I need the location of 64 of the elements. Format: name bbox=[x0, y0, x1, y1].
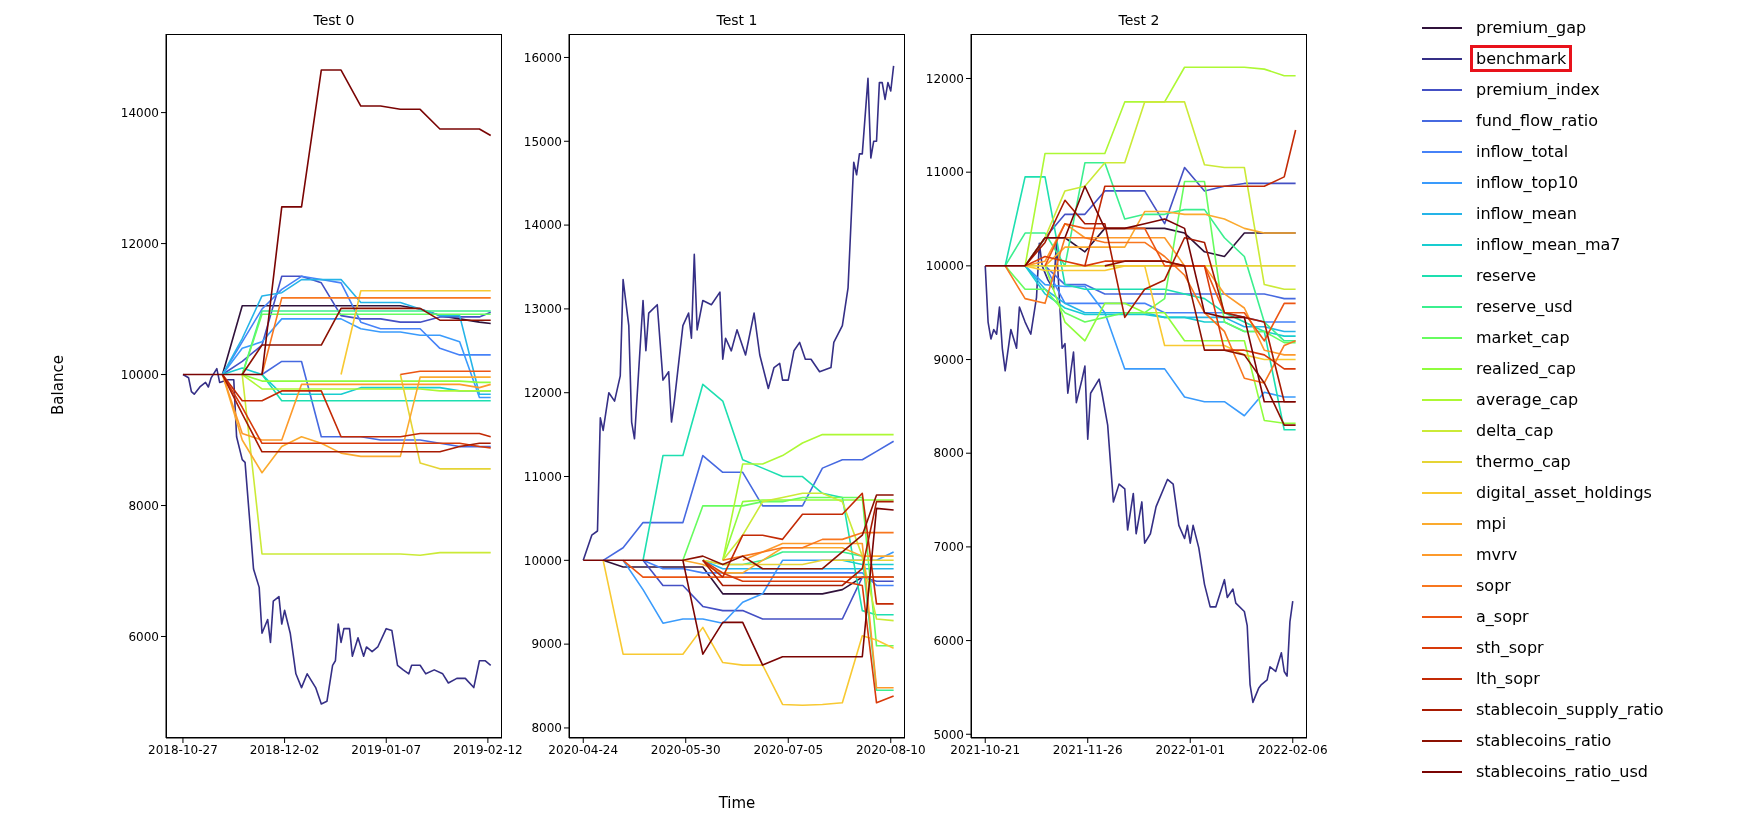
chart-title: Test 2 bbox=[1117, 12, 1161, 28]
legend-label: lth_sopr bbox=[1476, 669, 1540, 688]
x-tick-label: 2018-12-02 bbox=[249, 742, 320, 757]
x-tick-label: 2021-10-21 bbox=[950, 742, 1021, 757]
y-tick-label: 6000 bbox=[128, 629, 159, 644]
y-tick-label: 6000 bbox=[933, 633, 964, 648]
legend-label: sopr bbox=[1476, 576, 1511, 595]
y-tick-label: 14000 bbox=[120, 105, 159, 120]
legend-label: premium_gap bbox=[1476, 18, 1587, 37]
legend-label: digital_asset_holdings bbox=[1476, 483, 1652, 502]
legend-label: market_cap bbox=[1476, 328, 1570, 347]
legend-label: benchmark bbox=[1476, 49, 1567, 68]
y-tick-label: 9000 bbox=[531, 637, 562, 652]
y-tick-label: 8000 bbox=[128, 498, 159, 513]
y-tick-label: 10000 bbox=[120, 367, 159, 382]
y-axis-title: Balance bbox=[49, 354, 67, 417]
legend-label: stablecoins_ratio bbox=[1476, 731, 1612, 750]
y-tick-label: 10000 bbox=[523, 553, 562, 568]
legend-label: mpi bbox=[1476, 514, 1507, 533]
legend-label: inflow_total bbox=[1476, 142, 1569, 161]
chart-title: Test 0 bbox=[312, 12, 356, 28]
legend-label: stablecoin_supply_ratio bbox=[1476, 700, 1664, 719]
y-tick-label: 7000 bbox=[933, 540, 964, 555]
y-tick-label: 14000 bbox=[523, 218, 562, 233]
x-tick-label: 2021-11-26 bbox=[1052, 742, 1123, 757]
legend-label: reserve bbox=[1476, 266, 1537, 285]
x-axis-title: Time bbox=[717, 794, 757, 812]
y-tick-label: 12000 bbox=[925, 71, 964, 86]
x-tick-label: 2019-02-12 bbox=[453, 742, 523, 757]
legend-label: inflow_top10 bbox=[1476, 173, 1579, 192]
y-tick-label: 10000 bbox=[925, 259, 964, 274]
x-tick-label: 2018-10-27 bbox=[148, 742, 218, 757]
legend-label: sth_sopr bbox=[1476, 638, 1544, 657]
legend-label: fund_flow_ratio bbox=[1476, 111, 1598, 130]
y-tick-label: 8000 bbox=[933, 446, 964, 461]
legend-label: a_sopr bbox=[1476, 607, 1529, 626]
y-tick-label: 16000 bbox=[523, 50, 562, 65]
y-tick-label: 11000 bbox=[523, 469, 562, 484]
legend-label: premium_index bbox=[1476, 80, 1600, 99]
y-tick-label: 9000 bbox=[933, 352, 964, 367]
legend-label: stablecoins_ratio_usd bbox=[1476, 762, 1648, 781]
x-tick-label: 2020-07-05 bbox=[753, 742, 824, 757]
x-tick-label: 2020-05-30 bbox=[650, 742, 721, 757]
y-tick-label: 12000 bbox=[523, 385, 562, 400]
legend-label: realized_cap bbox=[1476, 359, 1576, 378]
x-tick-label: 2022-02-06 bbox=[1257, 742, 1328, 757]
legend-label: inflow_mean bbox=[1476, 204, 1577, 223]
y-tick-label: 11000 bbox=[925, 165, 964, 180]
legend-label: average_cap bbox=[1476, 390, 1579, 409]
y-tick-label: 5000 bbox=[933, 727, 964, 742]
legend-label: inflow_mean_ma7 bbox=[1476, 235, 1621, 254]
x-tick-label: 2022-01-01 bbox=[1155, 742, 1226, 757]
legend-label: thermo_cap bbox=[1476, 452, 1571, 471]
legend-label: reserve_usd bbox=[1476, 297, 1573, 316]
legend-label: mvrv bbox=[1476, 545, 1518, 564]
y-tick-label: 12000 bbox=[120, 236, 159, 251]
y-tick-label: 15000 bbox=[523, 134, 562, 149]
x-tick-label: 2019-01-07 bbox=[351, 742, 422, 757]
chart-title: Test 1 bbox=[715, 12, 759, 28]
legend-label: delta_cap bbox=[1476, 421, 1554, 440]
x-tick-label: 2020-04-24 bbox=[548, 742, 619, 757]
x-tick-label: 2020-08-10 bbox=[855, 742, 926, 757]
y-tick-label: 13000 bbox=[523, 302, 562, 317]
y-tick-label: 8000 bbox=[531, 721, 562, 736]
